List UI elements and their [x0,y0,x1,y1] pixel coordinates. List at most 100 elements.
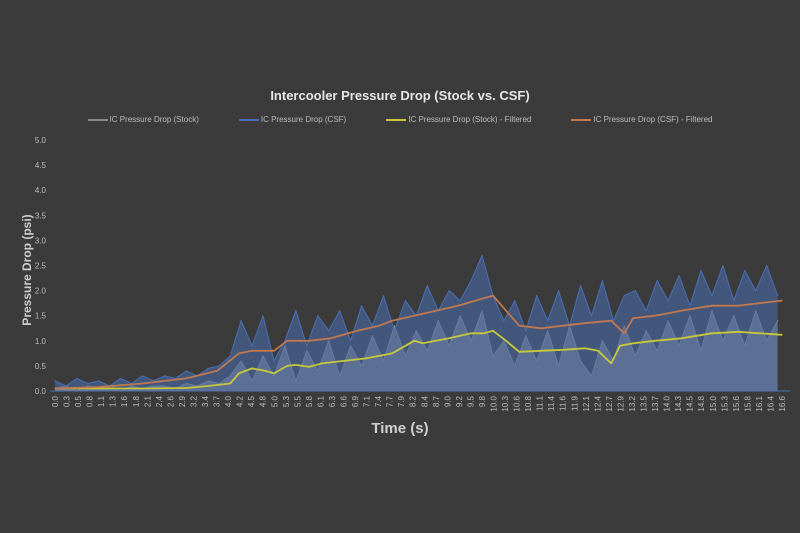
data-point [350,340,352,342]
data-point [435,310,437,312]
data-point [207,367,209,370]
data-point [262,315,264,317]
x-tick-label: 2.6 [166,395,175,407]
data-point [229,355,231,357]
x-tick-label: 14.0 [663,395,672,411]
data-point [98,380,100,382]
data-point [356,330,358,332]
y-tick-label: 0.0 [35,387,47,396]
data-point [667,300,669,302]
legend-swatch [238,118,259,121]
data-point [218,365,220,367]
x-tick-label: 5.0 [270,395,279,407]
data-point [295,364,297,366]
data-point [540,327,542,329]
x-tick-label: 11.9 [570,395,579,411]
data-point [518,351,520,353]
x-tick-label: 9.2 [455,395,464,407]
x-tick-label: 11.6 [559,395,568,411]
series-area-csf [55,255,778,391]
legend-swatch [386,118,407,121]
data-point [759,332,761,334]
data-point [623,332,625,334]
data-point [393,325,396,327]
data-point [492,330,494,332]
data-point [273,360,275,362]
y-tick-label: 2.0 [35,287,47,296]
data-point [360,305,363,307]
y-axis-label: Pressure Drop (psi) [20,214,34,326]
data-point [514,300,516,302]
data-point [540,350,542,352]
data-point [579,284,582,287]
data-point [273,350,275,352]
data-point [481,254,483,257]
data-point [378,325,380,327]
data-point [413,340,415,342]
x-tick-label: 13.5 [640,395,649,411]
x-tick-label: 13.2 [628,395,637,411]
x-tick-label: 1.1 [97,395,106,407]
data-point [781,334,783,336]
data-point [251,350,253,352]
y-tick-label: 3.0 [35,236,47,245]
data-point [632,342,634,344]
x-tick-label: 13.7 [651,395,660,411]
data-point [273,372,275,375]
data-point [120,377,122,380]
legend-label: IC Pressure Drop (Stock) [109,115,199,124]
data-point [251,367,253,370]
data-point [483,297,485,299]
data-point [678,274,680,277]
data-point [448,337,450,339]
data-point [391,320,393,322]
data-point [393,330,396,332]
data-point [711,332,713,334]
x-tick-label: 14.8 [697,395,706,411]
y-tick-label: 1.0 [35,337,47,346]
x-tick-label: 0.5 [74,395,83,407]
x-tick-label: 5.8 [305,395,314,407]
data-point [286,365,288,367]
data-point [152,380,155,382]
data-point [330,337,332,339]
x-tick-label: 15.6 [732,395,741,411]
data-point [76,377,78,380]
data-point [733,300,735,302]
data-point [328,330,330,332]
x-tick-label: 8.2 [409,395,418,407]
x-tick-label: 5.3 [282,395,291,407]
data-point [185,377,187,380]
data-point [610,320,612,322]
x-tick-label: 4.2 [236,395,245,407]
data-point [229,382,231,385]
y-tick-label: 4.5 [35,161,47,170]
x-tick-label: 9.5 [466,395,475,407]
data-point [645,310,647,312]
x-tick-label: 8.4 [420,395,429,407]
data-point [251,345,253,347]
legend-label: IC Pressure Drop (CSF) - Filtered [593,115,713,124]
x-tick-label: 1.6 [120,395,129,407]
data-point [558,290,560,292]
data-point [597,350,599,352]
data-point [759,302,761,304]
data-point [505,340,507,342]
data-point [65,385,67,387]
data-point [634,290,636,292]
data-point [766,264,768,267]
data-point [141,375,144,377]
data-point [457,305,459,307]
data-point [216,370,218,372]
data-point [54,387,56,390]
y-tick-label: 2.5 [35,262,47,271]
data-point [632,317,634,319]
data-point [689,305,691,307]
x-tick-label: 0.0 [51,395,60,407]
data-point [737,331,739,333]
data-point [525,330,527,332]
data-point [295,310,297,312]
legend-item-stock-filtered: IC Pressure Drop (Stock) - Filtered [386,115,531,124]
x-tick-label: 12.7 [605,395,614,411]
data-point [459,300,461,302]
